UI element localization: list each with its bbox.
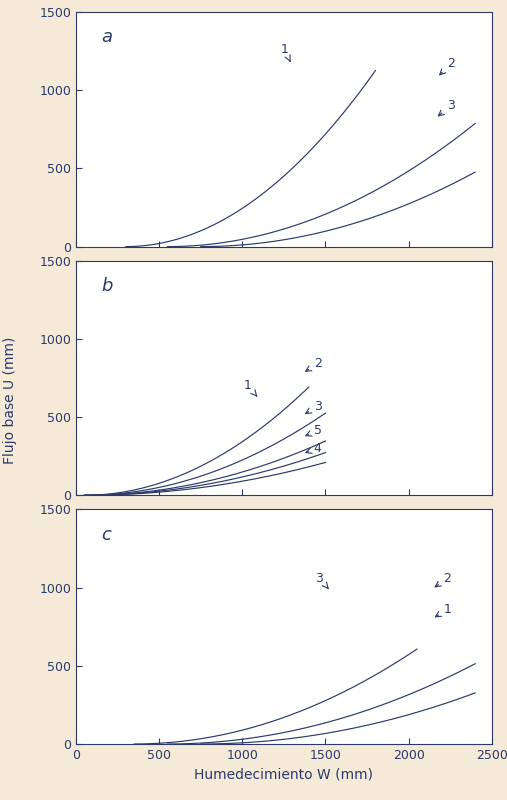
Text: 3: 3 xyxy=(439,99,455,116)
Text: b: b xyxy=(101,277,113,295)
Text: 2: 2 xyxy=(440,57,455,75)
Text: 3: 3 xyxy=(315,572,328,589)
Text: 1: 1 xyxy=(280,43,291,62)
Text: 2: 2 xyxy=(435,572,451,587)
Text: 3: 3 xyxy=(306,400,322,414)
Text: Flujo base U (mm): Flujo base U (mm) xyxy=(3,336,17,464)
Text: c: c xyxy=(101,526,111,544)
Text: 2: 2 xyxy=(306,358,322,371)
Text: 4: 4 xyxy=(306,442,322,455)
X-axis label: Humedecimiento W (mm): Humedecimiento W (mm) xyxy=(194,767,374,782)
Text: 1: 1 xyxy=(244,379,257,396)
Text: 1: 1 xyxy=(436,603,451,617)
Text: 5: 5 xyxy=(306,424,322,437)
Text: a: a xyxy=(101,29,112,46)
